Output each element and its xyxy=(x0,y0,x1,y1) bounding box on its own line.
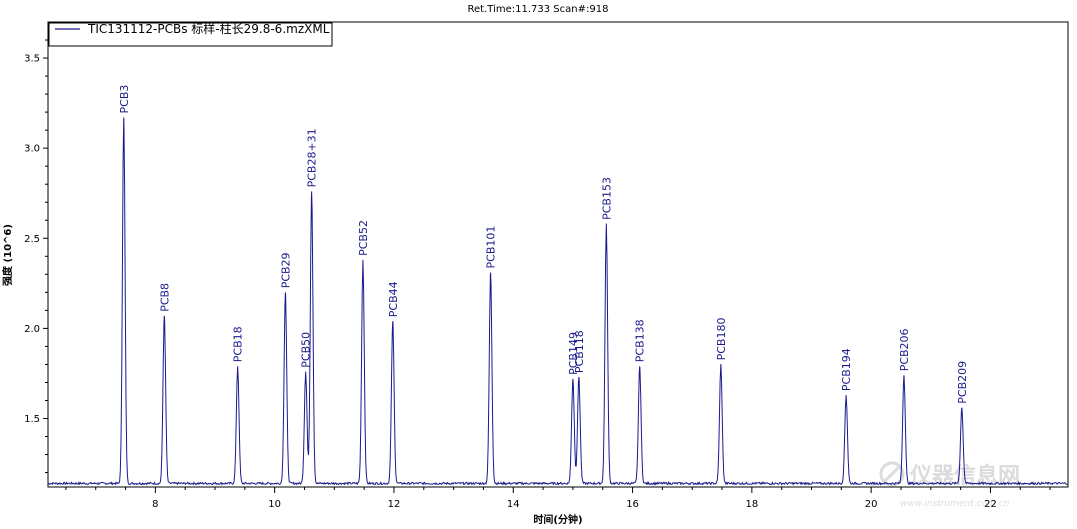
legend-box xyxy=(48,22,333,47)
x-tick-label: 22 xyxy=(984,499,997,510)
x-tick-label: 12 xyxy=(388,499,401,510)
peak-label: PCB44 xyxy=(387,281,400,317)
x-tick-label: 16 xyxy=(626,499,639,510)
peak-label: PCB180 xyxy=(715,318,728,361)
peak-label: PCB8 xyxy=(158,283,171,312)
y-tick-label: 2.0 xyxy=(24,324,40,335)
x-tick-label: 14 xyxy=(507,499,520,510)
x-tick-label: 8 xyxy=(152,499,158,510)
y-tick-label: 3.0 xyxy=(24,144,40,155)
peak-label: PCB18 xyxy=(232,326,245,362)
peak-label: PCB52 xyxy=(357,220,370,256)
x-axis: 8 10 12 14 16 18 20 22 xyxy=(65,487,1051,510)
y-axis-title: 强度 (10^6) xyxy=(1,224,14,286)
watermark-sub-text: www.instrument.com.cn xyxy=(900,499,1010,509)
x-tick-label: 10 xyxy=(268,499,281,510)
peak-label: PCB29 xyxy=(279,252,292,288)
watermark-logo-icon xyxy=(879,461,905,487)
peak-label: PCB101 xyxy=(485,226,498,269)
peak-label: PCB50 xyxy=(300,332,313,368)
plot-frame xyxy=(47,21,1069,488)
peak-label: PCB194 xyxy=(840,348,853,391)
legend: TIC131112-PCBs 标样-柱长29.8-6.mzXML xyxy=(48,21,333,47)
peak-label: PCB209 xyxy=(956,361,969,404)
x-axis-title: 时间(分钟) xyxy=(533,513,582,526)
ret-time-header: Ret.Time:11.733 Scan#:918 xyxy=(468,4,609,15)
x-tick-label: 18 xyxy=(745,499,758,510)
peak-label: PCB153 xyxy=(600,177,613,220)
watermark: 仪器信息网 www.instrument.com.cn xyxy=(879,461,1020,509)
peak-label: PCB3 xyxy=(118,85,131,114)
chromatogram-trace xyxy=(47,117,1068,486)
legend-label: TIC131112-PCBs 标样-柱长29.8-6.mzXML xyxy=(87,21,330,36)
peak-label: PCB28+31 xyxy=(306,128,319,187)
y-tick-label: 3.5 xyxy=(24,54,40,65)
y-tick-label: 1.5 xyxy=(24,414,40,425)
peak-label: PCB206 xyxy=(898,328,911,371)
peak-label: PCB149 xyxy=(567,332,580,375)
peak-labels: PCB3 PCB8 PCB18 PCB29 PCB50 PCB28+31 PCB52 PCB4… xyxy=(118,85,969,404)
x-tick-label: 20 xyxy=(865,499,878,510)
peak-label: PCB138 xyxy=(634,319,647,362)
y-tick-label: 2.5 xyxy=(24,234,40,245)
y-axis: 1.5 2.0 2.5 3.0 3.5 xyxy=(24,39,48,474)
peak-label: PCB118 xyxy=(573,330,586,373)
